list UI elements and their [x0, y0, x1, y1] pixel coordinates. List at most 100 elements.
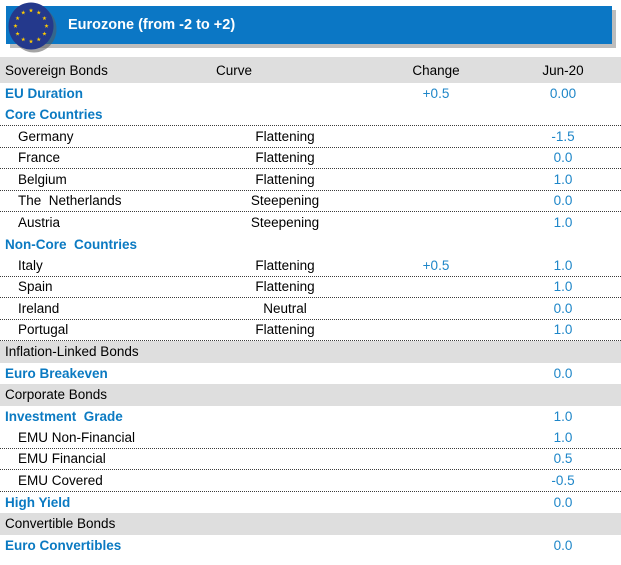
row-label: Euro Convertibles — [5, 537, 122, 553]
table-row: EMU Financial 0.5 — [0, 449, 621, 470]
table-row: EMU Non-Financial 1.0 — [0, 427, 621, 449]
value-cell: 1.0 — [553, 215, 573, 231]
table-row: Investment Grade 1.0 — [0, 406, 621, 428]
value-cell: -0.5 — [551, 472, 575, 488]
curve-cell — [185, 427, 385, 448]
table-row: Spain Flattening 1.0 — [0, 277, 621, 298]
row-label: Inflation-Linked Bonds — [5, 344, 139, 360]
value-cell: 0.0 — [553, 193, 573, 209]
row-label: EMU Financial — [18, 451, 106, 467]
row-label: The Netherlands — [18, 193, 122, 209]
value-cell: 0.0 — [553, 365, 573, 381]
row-label: Core Countries — [5, 107, 103, 123]
table-header-row: Sovereign Bonds Curve Change Jun-20 — [0, 57, 621, 83]
row-label: Portugal — [18, 322, 69, 338]
table-row: Euro Convertibles 0.0 — [0, 535, 621, 557]
row-label: Non-Core Countries — [5, 236, 138, 252]
curve-cell — [185, 363, 385, 385]
value-cell: 1.0 — [553, 257, 573, 273]
value-cell: 0.5 — [553, 451, 573, 467]
row-label: EMU Covered — [18, 472, 103, 488]
value-cell: 0.0 — [553, 150, 573, 166]
column-header-category: Sovereign Bonds — [5, 62, 108, 78]
column-header-jun20: Jun-20 — [542, 62, 584, 78]
value-cell: 1.0 — [553, 408, 573, 424]
table-row: Italy Flattening +0.5 1.0 — [0, 255, 621, 277]
curve-cell: Flattening — [255, 279, 315, 295]
curve-cell — [185, 384, 385, 406]
value-cell — [483, 234, 621, 256]
value-cell: -1.5 — [551, 128, 575, 144]
curve-cell: Neutral — [263, 300, 307, 316]
row-label: France — [18, 150, 61, 166]
curve-cell — [185, 449, 385, 470]
section-row: Convertible Bonds — [0, 513, 621, 535]
curve-cell: Steepening — [250, 193, 320, 209]
table-row: Belgium Flattening 1.0 — [0, 169, 621, 191]
row-label: Germany — [18, 128, 74, 144]
curve-cell — [185, 83, 385, 105]
table-row: Germany Flattening -1.5 — [0, 126, 621, 148]
curve-cell — [185, 535, 385, 557]
value-cell: 0.0 — [553, 300, 573, 316]
table-row: The Netherlands Steepening 0.0 — [0, 191, 621, 212]
title-bar: Eurozone (from -2 to +2) — [6, 6, 612, 44]
curve-cell: Flattening — [255, 128, 315, 144]
curve-cell: Flattening — [255, 171, 315, 187]
row-label: Ireland — [18, 300, 60, 316]
row-label: High Yield — [5, 494, 71, 510]
eu-flag-icon — [8, 2, 54, 50]
table-row: Core Countries — [0, 105, 621, 126]
curve-cell: Flattening — [255, 257, 315, 273]
curve-cell — [185, 470, 385, 491]
table-row: EU Duration +0.5 0.00 — [0, 83, 621, 105]
table-row: EMU Covered -0.5 — [0, 470, 621, 492]
page-title: Eurozone (from -2 to +2) — [68, 17, 236, 33]
row-label: Euro Breakeven — [5, 365, 108, 381]
curve-cell — [185, 234, 385, 256]
row-label: Investment Grade — [5, 408, 123, 424]
row-label: EU Duration — [5, 86, 84, 102]
curve-cell — [185, 513, 385, 535]
value-cell — [483, 384, 621, 406]
value-cell: 0.00 — [549, 86, 577, 102]
table-row: Austria Steepening 1.0 — [0, 212, 621, 234]
value-cell — [483, 105, 621, 126]
value-cell — [483, 513, 621, 535]
section-row: Corporate Bonds — [0, 384, 621, 406]
curve-cell — [185, 492, 385, 514]
row-label: Spain — [18, 279, 53, 295]
table-row: Portugal Flattening 1.0 — [0, 320, 621, 341]
value-cell: 1.0 — [553, 279, 573, 295]
row-label: Belgium — [18, 171, 67, 187]
curve-cell: Flattening — [255, 322, 315, 338]
row-label: Austria — [18, 215, 61, 231]
value-cell — [483, 341, 621, 363]
bonds-table: Sovereign Bonds Curve Change Jun-20 EU D… — [0, 57, 621, 556]
table-row: Euro Breakeven 0.0 — [0, 363, 621, 385]
curve-cell — [185, 341, 385, 363]
row-label: EMU Non-Financial — [18, 429, 136, 445]
curve-cell — [185, 406, 385, 428]
row-label: Italy — [18, 257, 43, 273]
value-cell: 1.0 — [553, 171, 573, 187]
row-label: Convertible Bonds — [5, 516, 116, 532]
column-header-change: Change — [412, 62, 460, 78]
value-cell: 0.0 — [553, 537, 573, 553]
column-header-curve: Curve — [215, 62, 252, 78]
value-cell: 1.0 — [553, 429, 573, 445]
curve-cell: Flattening — [255, 150, 315, 166]
value-cell: 0.0 — [553, 494, 573, 510]
table-row: France Flattening 0.0 — [0, 148, 621, 169]
table-row: High Yield 0.0 — [0, 492, 621, 514]
section-row: Inflation-Linked Bonds — [0, 341, 621, 363]
row-label: Corporate Bonds — [5, 387, 108, 403]
table-row: Non-Core Countries — [0, 234, 621, 256]
curve-cell: Steepening — [250, 215, 320, 231]
value-cell: 1.0 — [553, 322, 573, 338]
change-cell: +0.5 — [422, 257, 450, 273]
curve-cell — [185, 105, 385, 126]
change-cell: +0.5 — [422, 86, 450, 102]
table-row: Ireland Neutral 0.0 — [0, 298, 621, 320]
